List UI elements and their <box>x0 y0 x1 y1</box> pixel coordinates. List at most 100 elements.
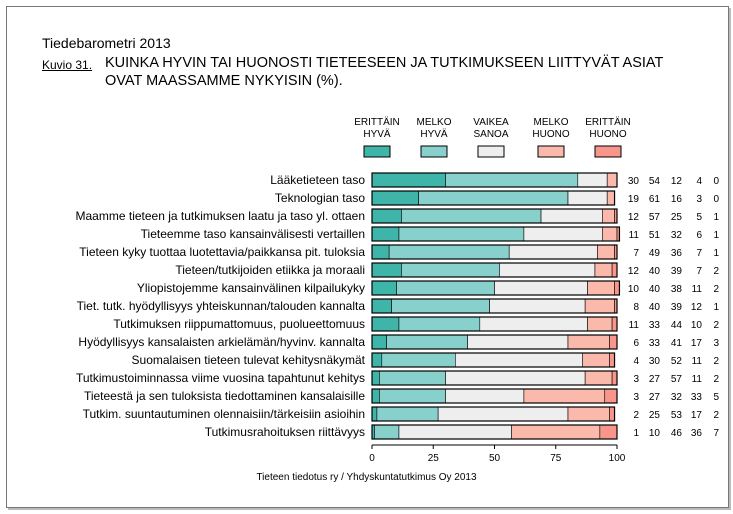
bar-segment <box>445 388 525 404</box>
data-label: 0 <box>713 176 719 187</box>
bar-segment <box>371 370 380 386</box>
bar-segment <box>609 406 615 422</box>
bar-segment <box>371 406 378 422</box>
data-label: 12 <box>628 266 640 277</box>
legend-swatch <box>477 145 505 158</box>
bar-segment <box>371 298 392 314</box>
data-label: 44 <box>671 320 683 331</box>
data-label: 11 <box>692 356 703 367</box>
data-label: 30 <box>649 356 661 367</box>
bar-segment <box>611 370 618 386</box>
bar-segment <box>614 280 620 296</box>
category-label: Tieteen/tutkijoiden etiikka ja moraali <box>175 263 365 277</box>
data-label: 39 <box>671 302 683 313</box>
data-label: 57 <box>671 374 683 385</box>
bar-segment <box>601 208 615 224</box>
bar-outline <box>371 262 618 278</box>
bar-segment <box>386 334 468 350</box>
category-label: Tieteen kyky tuottaa luotettavia/paikkan… <box>79 245 365 259</box>
bar-segment <box>609 334 618 350</box>
legend-swatch <box>537 145 565 158</box>
bar-segment <box>445 172 579 188</box>
data-label: 32 <box>671 230 683 241</box>
data-label: 10 <box>649 428 661 439</box>
data-label: 12 <box>628 212 640 223</box>
data-label: 2 <box>633 410 639 421</box>
data-label: 11 <box>629 320 640 331</box>
data-label: 12 <box>671 176 683 187</box>
bar-segment <box>587 316 613 332</box>
bar-segment <box>371 190 419 206</box>
data-label: 19 <box>628 194 640 205</box>
bar-outline <box>371 406 616 422</box>
data-label: 6 <box>696 230 702 241</box>
data-label: 2 <box>713 374 719 385</box>
data-label: 16 <box>671 194 683 205</box>
data-label: 46 <box>671 428 683 439</box>
source-note: Tieteen tiedotus ry / Yhdyskuntatutkimus… <box>256 472 477 483</box>
bar-segment <box>396 280 495 296</box>
data-label: 1 <box>713 212 719 223</box>
data-label: 27 <box>649 392 661 403</box>
bar-segment <box>489 298 586 314</box>
data-label: 5 <box>713 392 719 403</box>
bar-segment <box>584 298 615 314</box>
data-label: 7 <box>633 248 639 259</box>
bar-segment <box>511 424 601 440</box>
legend-swatch <box>594 145 622 158</box>
bar-segment <box>398 316 481 332</box>
bar-outline <box>371 334 618 350</box>
bar-segment <box>371 244 390 260</box>
bar-segment <box>567 334 610 350</box>
data-label: 53 <box>671 410 683 421</box>
data-label: 5 <box>696 212 702 223</box>
data-label: 7 <box>696 248 702 259</box>
legend-label: MELKO <box>533 117 568 128</box>
bar-outline <box>371 190 616 206</box>
bar-segment <box>371 208 402 224</box>
legend-swatch <box>420 145 448 158</box>
bar-segment <box>379 388 446 404</box>
figure-frame <box>6 6 729 508</box>
x-tick-label: 0 <box>369 453 375 464</box>
data-label: 3 <box>633 392 639 403</box>
bar-segment <box>606 190 615 206</box>
bar-segment <box>371 226 400 242</box>
data-label: 2 <box>713 356 719 367</box>
chart-title-line1: KUINKA HYVIN TAI HUONOSTI TIETEESEEN JA … <box>105 55 664 71</box>
bar-segment <box>437 406 569 422</box>
category-label: Suomalaisen tieteen tulevat kehitysnäkym… <box>132 353 366 367</box>
bar-segment <box>374 424 400 440</box>
data-label: 10 <box>691 320 703 331</box>
bar-segment <box>398 424 512 440</box>
bar-segment <box>371 316 400 332</box>
category-label: Tutkimustoiminnassa viime vuosina tapaht… <box>76 371 365 385</box>
category-label: Tutkimuksen riippumattomuus, puolueettom… <box>113 317 365 331</box>
legend-label: HUONO <box>532 129 569 140</box>
data-label: 33 <box>649 338 661 349</box>
barometer-title: Tiedebarometri 2013 <box>42 35 171 51</box>
chart-title-line2: OVAT MAASSAMME NYKYISIN (%). <box>105 73 343 89</box>
data-label: 4 <box>696 176 702 187</box>
bar-segment <box>606 172 618 188</box>
category-label: Tutkim. suuntautuminen olennaisiin/tärke… <box>83 407 365 421</box>
data-label: 7 <box>713 428 719 439</box>
bar-segment <box>371 334 387 350</box>
bar-segment <box>379 370 446 386</box>
data-label: 32 <box>671 392 683 403</box>
data-label: 54 <box>649 176 661 187</box>
data-label: 25 <box>649 410 661 421</box>
data-label: 11 <box>692 374 703 385</box>
data-label: 39 <box>671 266 683 277</box>
data-label: 1 <box>713 302 719 313</box>
data-label: 12 <box>691 302 703 313</box>
bar-segment <box>418 190 569 206</box>
bar-segment <box>567 190 608 206</box>
bar-outline <box>371 244 618 260</box>
data-label: 0 <box>713 194 719 205</box>
bar-outline <box>371 280 621 296</box>
data-label: 25 <box>671 212 683 223</box>
bar-segment <box>388 244 510 260</box>
x-tick-label: 25 <box>428 453 440 464</box>
data-label: 2 <box>713 266 719 277</box>
